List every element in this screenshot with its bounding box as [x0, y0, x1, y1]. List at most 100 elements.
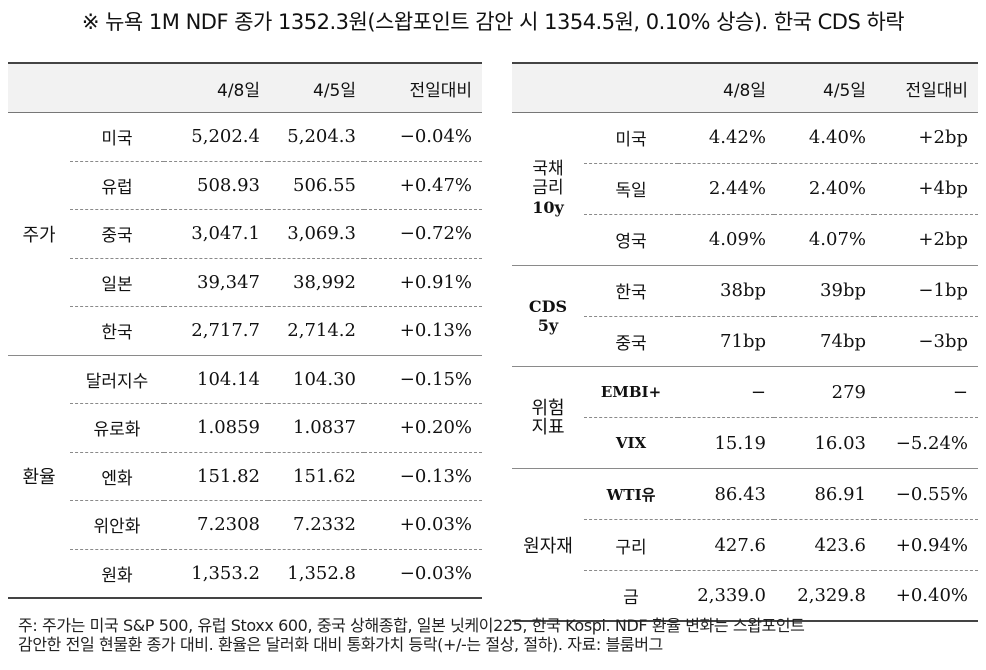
table-row: 환율 달러지수 104.14 104.30 −0.15%	[8, 355, 482, 599]
group-label-fx: 환율	[8, 355, 70, 599]
row-label: 위안화	[70, 500, 164, 550]
table-row: 원화 1,353.2 1,352.8 −0.03%	[8, 549, 482, 599]
group-label-stocks: 주가	[8, 112, 70, 356]
value-change: −5.24%	[874, 417, 978, 470]
table-row: 국채 금리 10y 미국 4.42% 4.40% +2bp	[512, 112, 978, 266]
value-date-2: 1.0837	[268, 403, 364, 453]
footnote-line-2: 감안한 전일 현물환 종가 대비. 환율은 달러화 대비 통화가치 등락(+/-…	[18, 635, 663, 654]
value-date-1: 15.19	[678, 417, 774, 470]
row-label: 유로화	[70, 403, 164, 453]
value-date-2: 86.91	[774, 468, 874, 521]
value-date-1: 38bp	[678, 265, 774, 317]
value-change: −0.03%	[364, 549, 482, 599]
value-change: +4bp	[874, 163, 978, 215]
group-label-line: 국채	[532, 159, 564, 180]
group-label-cds: CDS 5y	[512, 265, 584, 368]
value-date-2: 2,329.8	[774, 570, 874, 623]
row-label: 엔화	[70, 452, 164, 501]
table-row: 원자재 WTI유 86.43 86.91 −0.55%	[512, 468, 978, 623]
value-date-2: 104.30	[268, 355, 364, 404]
header-blank	[584, 62, 678, 113]
value-change: −0.72%	[364, 209, 482, 259]
footnote: 주: 주가는 미국 S&P 500, 유럽 Stoxx 600, 중국 상해종합…	[18, 616, 978, 654]
table-row: 일본 39,347 38,992 +0.91%	[8, 258, 482, 307]
value-change: +0.13%	[364, 306, 482, 356]
value-change: −	[874, 366, 978, 419]
header-date-1: 4/8일	[678, 62, 774, 113]
table-row: 엔화 151.82 151.62 −0.13%	[8, 452, 482, 501]
value-date-1: 1.0859	[164, 403, 268, 453]
value-change: +0.94%	[874, 519, 978, 572]
value-date-1: 2,717.7	[164, 306, 268, 356]
row-label: 영국	[584, 214, 678, 266]
value-date-2: 279	[774, 366, 874, 419]
value-date-1: 71bp	[678, 316, 774, 368]
group-label-risk: 위험 지표	[512, 366, 584, 470]
page-title: ※ 뉴욕 1M NDF 종가 1352.3원(스왑포인트 감안 시 1354.5…	[81, 10, 905, 34]
value-date-2: 151.62	[268, 452, 364, 501]
value-change: −0.55%	[874, 468, 978, 521]
table-row: 독일 2.44% 2.40% +4bp	[512, 163, 978, 215]
group-label-line: 5y	[537, 316, 559, 336]
table-row: 한국 2,717.7 2,714.2 +0.13%	[8, 306, 482, 356]
value-change: −0.13%	[364, 452, 482, 501]
table-row: 중국 71bp 74bp −3bp	[512, 316, 978, 368]
value-change: −3bp	[874, 316, 978, 368]
value-change: +2bp	[874, 112, 978, 164]
value-change: −0.04%	[364, 112, 482, 162]
value-date-2: 16.03	[774, 417, 874, 470]
header-date-2: 4/5일	[268, 62, 364, 113]
value-date-2: 4.40%	[774, 112, 874, 164]
value-date-1: 151.82	[164, 452, 268, 501]
value-date-1: −	[678, 366, 774, 419]
rates-cds-commodity-table: 4/8일 4/5일 전일대비 국채 금리 10y 미국 4.42% 4.40% …	[512, 62, 978, 623]
value-date-2: 5,204.3	[268, 112, 364, 162]
value-change: +0.91%	[364, 258, 482, 307]
header-change: 전일대비	[364, 62, 482, 113]
header-change: 전일대비	[874, 62, 978, 113]
row-label: VIX	[584, 417, 678, 470]
value-change: +0.47%	[364, 161, 482, 210]
value-change: +0.40%	[874, 570, 978, 623]
row-label: 독일	[584, 163, 678, 215]
table-row: 위안화 7.2308 7.2332 +0.03%	[8, 500, 482, 550]
row-label: 미국	[70, 112, 164, 162]
value-date-2: 39bp	[774, 265, 874, 317]
table-row: 유럽 508.93 506.55 +0.47%	[8, 161, 482, 210]
value-date-2: 2.40%	[774, 163, 874, 215]
row-label: 한국	[70, 306, 164, 356]
table-header-row: 4/8일 4/5일 전일대비	[512, 62, 978, 113]
table-row: VIX 15.19 16.03 −5.24%	[512, 417, 978, 470]
equity-fx-table: 4/8일 4/5일 전일대비 주가 미국 5,202.4 5,204.3 −0.…	[8, 62, 482, 599]
value-date-2: 423.6	[774, 519, 874, 572]
value-date-2: 4.07%	[774, 214, 874, 266]
value-date-2: 2,714.2	[268, 306, 364, 356]
table-row: 영국 4.09% 4.07% +2bp	[512, 214, 978, 266]
group-label-line: 위험	[531, 397, 565, 419]
value-date-2: 1,352.8	[268, 549, 364, 599]
row-label: 한국	[584, 265, 678, 317]
row-label: EMBI+	[584, 366, 678, 419]
row-label: 달러지수	[70, 355, 164, 404]
header-blank	[70, 62, 164, 113]
value-change: +0.20%	[364, 403, 482, 453]
header-blank	[512, 62, 584, 113]
value-change: +2bp	[874, 214, 978, 266]
value-date-1: 86.43	[678, 468, 774, 521]
value-date-1: 1,353.2	[164, 549, 268, 599]
row-label: 금	[584, 570, 678, 623]
row-label: 구리	[584, 519, 678, 572]
value-date-2: 7.2332	[268, 500, 364, 550]
row-label: 유럽	[70, 161, 164, 210]
value-date-1: 508.93	[164, 161, 268, 210]
table-row: 유로화 1.0859 1.0837 +0.20%	[8, 403, 482, 453]
value-date-2: 38,992	[268, 258, 364, 307]
row-label: 미국	[584, 112, 678, 164]
group-label-line: 10y	[532, 198, 564, 218]
table-row: 금 2,339.0 2,329.8 +0.40%	[512, 570, 978, 623]
group-label-bond-yield: 국채 금리 10y	[512, 112, 584, 266]
row-label: 일본	[70, 258, 164, 307]
value-date-2: 3,069.3	[268, 209, 364, 259]
footnote-line-1: 주: 주가는 미국 S&P 500, 유럽 Stoxx 600, 중국 상해종합…	[18, 616, 805, 635]
value-date-1: 4.09%	[678, 214, 774, 266]
